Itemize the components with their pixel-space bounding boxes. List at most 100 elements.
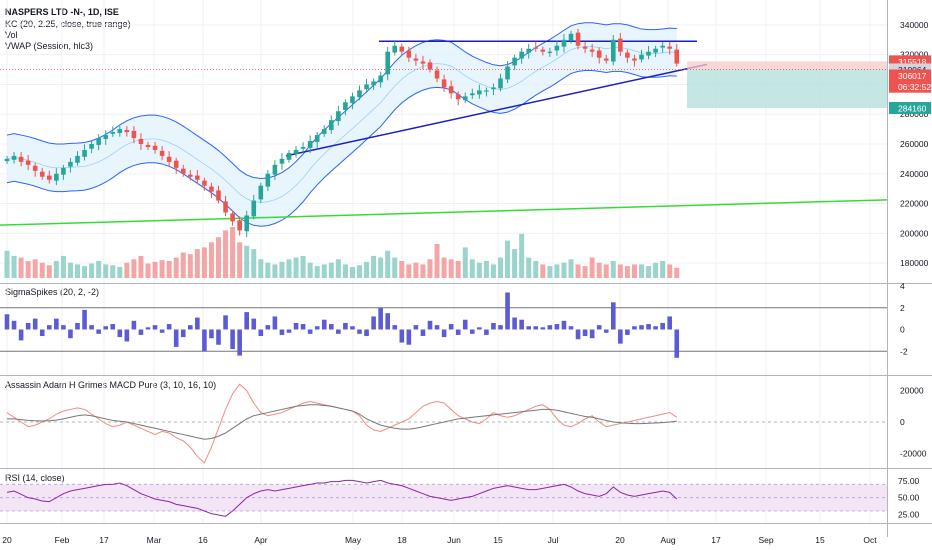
sigma-bar	[611, 302, 616, 330]
sigma-bar	[568, 326, 574, 330]
price-tick-label: 200000	[900, 228, 929, 238]
candle-body	[547, 51, 553, 53]
volume-bar	[434, 244, 440, 278]
kc-lower-line	[6, 69, 677, 227]
price-label-text: 06:32:52	[898, 82, 931, 92]
time-tick-label: 17	[711, 535, 721, 545]
price-tick-label: 320000	[900, 50, 929, 60]
sigma-bar	[392, 325, 398, 330]
candle-body	[568, 33, 574, 41]
sigma-bar	[61, 325, 66, 330]
candle-body	[11, 155, 17, 160]
candles	[4, 28, 680, 238]
candle-body	[230, 213, 235, 222]
volume-bar	[547, 266, 553, 278]
sigma-bar	[216, 329, 221, 345]
sigma-bar	[152, 325, 158, 330]
volume-bar	[89, 263, 95, 278]
candle-body	[392, 45, 398, 53]
volume-bar	[251, 249, 257, 278]
sigma-bar	[75, 322, 80, 330]
sigma-bar	[195, 317, 200, 330]
sigma-bar	[110, 324, 116, 330]
candle-body	[575, 32, 581, 46]
price-label-text: 284160	[898, 104, 927, 114]
indicator-vol-label[interactable]: Vol	[5, 30, 18, 40]
sigma-bar	[4, 314, 10, 330]
volume-bar	[631, 264, 637, 278]
candle-body	[455, 94, 461, 100]
position-stop-zone	[687, 61, 887, 70]
indicator-vwap-label[interactable]: VWAP (Session, hlc3)	[5, 41, 94, 51]
candle-body	[371, 81, 376, 86]
macd-tick-label: -20000	[900, 448, 927, 458]
macd-pane-title[interactable]: Assassin Adam H Grimes MACD Pure (3, 10,…	[5, 380, 217, 390]
volume-bar	[194, 249, 200, 278]
sigma-bar	[307, 329, 313, 334]
volume-bar	[208, 242, 214, 278]
price-tick-label: 260000	[900, 139, 929, 149]
volume-bar	[32, 259, 38, 278]
candle-body	[603, 58, 609, 61]
candle-body	[667, 46, 672, 49]
candle-body	[413, 58, 419, 61]
price-label-text: 315518	[898, 57, 927, 67]
candle-body	[596, 50, 602, 58]
volume-bar	[420, 264, 426, 278]
time-tick-label: Oct	[863, 535, 877, 545]
volume-bar	[533, 261, 539, 278]
volume-bar	[293, 257, 299, 278]
candle-body	[561, 39, 567, 47]
sigma-bar	[251, 318, 257, 330]
sigma-bar	[124, 329, 130, 342]
volume-bar	[427, 259, 433, 278]
volume-bar	[589, 257, 595, 278]
volume-bar	[180, 252, 186, 278]
sigma-bar	[371, 316, 376, 330]
sigma-bar	[159, 329, 165, 333]
candle-body	[209, 186, 214, 192]
volume-bar	[82, 266, 88, 278]
candle-body	[244, 215, 249, 232]
sigma-bar	[399, 329, 405, 343]
volume-bar	[39, 262, 45, 278]
candle-body	[498, 78, 503, 89]
candle-body	[61, 167, 66, 175]
candle-body	[25, 160, 31, 165]
indicator-kc-label[interactable]: KC (20, 2.25, close, true range)	[5, 19, 131, 29]
volume-bar	[357, 265, 362, 278]
volume-bars	[4, 227, 680, 278]
volume-bar	[201, 247, 207, 278]
candle-body	[117, 129, 123, 133]
sigma-bar	[526, 326, 531, 330]
candle-body	[357, 90, 362, 98]
candle-body	[131, 130, 137, 139]
sigma-pane-title[interactable]: SigmaSpikes (20, 2, -2)	[5, 287, 100, 297]
volume-bar	[67, 262, 73, 278]
sigma-bar	[279, 329, 285, 335]
candle-body	[582, 46, 588, 49]
volume-bar	[124, 262, 130, 278]
sigma-bar	[32, 318, 38, 330]
sigma-bar	[237, 329, 242, 356]
sigma-bar	[554, 324, 560, 330]
sigma-bar	[202, 329, 207, 352]
candle-body	[314, 135, 320, 142]
time-tick-label: 17	[99, 535, 109, 545]
candle-body	[216, 190, 221, 201]
volume-bar	[328, 262, 334, 278]
rsi-pane-title[interactable]: RSI (14, close)	[5, 473, 65, 483]
volume-bar	[300, 255, 306, 278]
candle-body	[364, 84, 369, 90]
sigma-bar	[603, 329, 609, 333]
sigma-bar	[265, 325, 271, 330]
candle-body	[625, 52, 630, 58]
volume-bar	[307, 262, 313, 278]
time-tick-label: 15	[493, 535, 503, 545]
sigma-bar	[547, 325, 553, 330]
sigma-bar	[209, 329, 214, 339]
sigma-bar	[575, 329, 581, 340]
sigma-bar	[180, 329, 186, 338]
candle-body	[96, 138, 101, 145]
